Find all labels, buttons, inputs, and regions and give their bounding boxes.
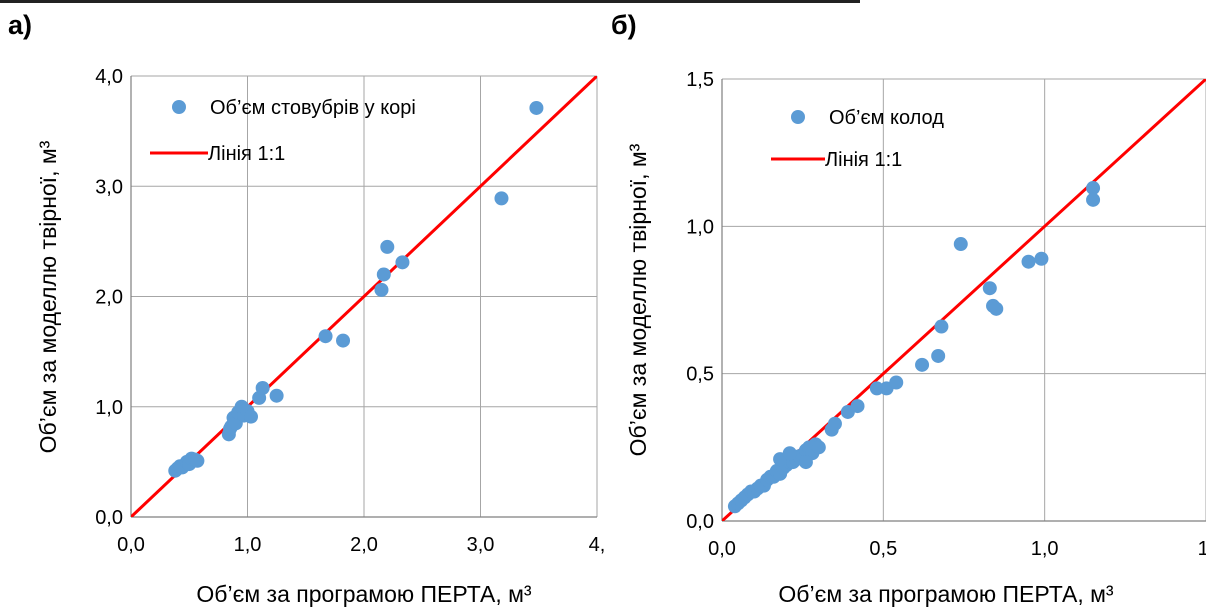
legend-marker-points: [172, 100, 186, 114]
y-tick-label: 1,0: [95, 397, 123, 419]
data-point: [869, 381, 884, 396]
data-point: [243, 409, 258, 424]
panel-label: б): [611, 10, 637, 40]
data-point: [850, 399, 865, 414]
data-point: [494, 191, 509, 206]
data-point: [1086, 192, 1101, 207]
x-tick-label: 0,5: [869, 538, 897, 560]
data-point: [374, 282, 389, 297]
data-point: [1034, 251, 1049, 266]
y-tick-label: 4,0: [95, 66, 123, 88]
data-point: [827, 416, 842, 431]
y-tick-label: 0,0: [95, 507, 123, 529]
x-axis-title: Об’єм за програмою ПЕРТА, м³: [778, 581, 1113, 607]
data-point: [529, 100, 544, 115]
legend-label-line: Лінія 1:1: [825, 149, 902, 171]
chart-panel-a: 0,0 1,0 2,0 3,0 4, 0,0 1,0 2,0 3,0 4,0 Об’єм стову…: [8, 10, 605, 607]
data-point: [931, 348, 946, 363]
x-tick-label: 1,0: [234, 534, 262, 556]
y-tick-label: 1,0: [686, 216, 714, 238]
y-axis-title: Об’єм за моделлю твірної, м³: [625, 143, 651, 456]
data-point: [269, 388, 284, 403]
x-axis-title: Об’єм за програмою ПЕРТА, м³: [196, 581, 531, 607]
x-tick-label: 4,: [589, 534, 606, 556]
legend-marker-points: [791, 110, 805, 124]
data-point: [255, 381, 270, 396]
data-point: [190, 453, 205, 468]
y-tick-label: 0,5: [686, 364, 714, 386]
data-point: [376, 267, 391, 282]
legend: Об’єм колод Лінія 1:1: [771, 107, 944, 171]
legend-label-line: Лінія 1:1: [208, 143, 285, 165]
x-tick-label: 1,0: [1031, 538, 1059, 560]
y-tick-label: 0,0: [686, 511, 714, 533]
data-point: [782, 446, 797, 461]
data-point: [336, 333, 351, 348]
y-tick-label: 1,5: [686, 69, 714, 91]
data-point: [934, 319, 949, 334]
y-tick-label: 2,0: [95, 287, 123, 309]
data-point: [395, 255, 410, 270]
chart-panel-b: 0,0 0,5 1,0 1, 0,0 0,5 1,0 1,5 Об’єм колод Лінія …: [611, 10, 1206, 607]
panel-label: а): [8, 10, 32, 40]
data-point: [798, 455, 813, 470]
legend-label-points: Об’єм колод: [829, 107, 944, 129]
x-tick-label: 3,0: [467, 534, 495, 556]
x-tick-label: 2,0: [350, 534, 378, 556]
cropped-caption-strip: [0, 0, 860, 3]
legend-label-points: Об’єм стовубрів у корі: [210, 97, 416, 119]
x-tick-label: 1,: [1198, 538, 1206, 560]
legend: Об’єм стовубрів у корі Лінія 1:1: [150, 97, 416, 165]
x-tick-label: 0,0: [117, 534, 145, 556]
data-point: [953, 237, 968, 252]
data-point: [1021, 254, 1036, 269]
data-point: [380, 239, 395, 254]
data-point: [889, 375, 904, 390]
y-tick-label: 3,0: [95, 176, 123, 198]
series-line-1-1: [131, 76, 597, 517]
data-point: [1086, 181, 1101, 196]
data-point: [982, 281, 997, 296]
data-point: [915, 357, 930, 372]
data-point: [318, 329, 333, 344]
data-point: [811, 440, 826, 455]
data-point: [989, 301, 1004, 316]
x-tick-label: 0,0: [708, 538, 736, 560]
y-axis-title: Об’єм за моделлю твірної, м³: [35, 140, 61, 453]
